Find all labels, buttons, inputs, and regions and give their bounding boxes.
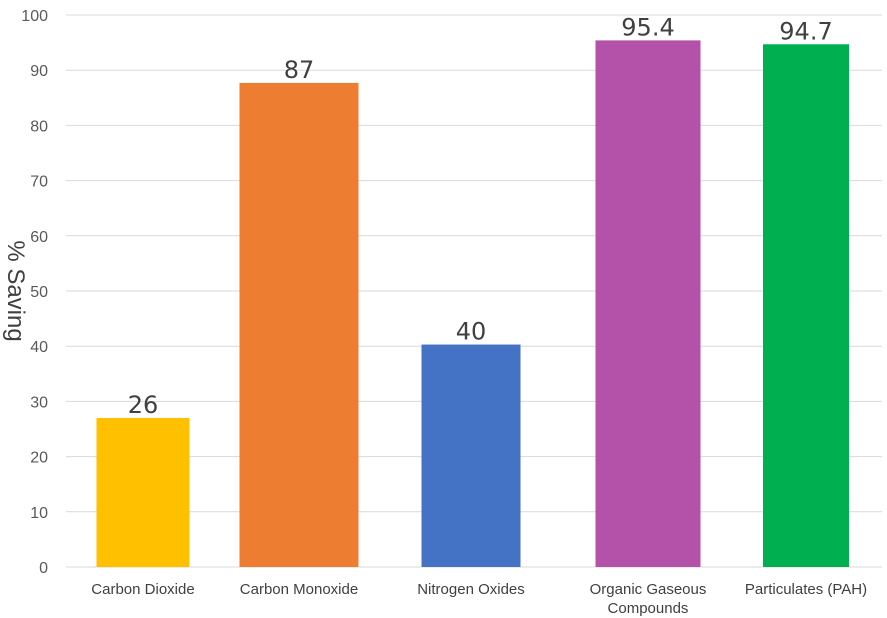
data-label: 26 [128,391,159,419]
y-tick-label: 30 [30,394,48,411]
y-tick-label: 10 [30,505,48,522]
y-tick-label: 50 [30,284,48,301]
data-label: 95.4 [621,13,674,41]
bar [421,344,521,567]
y-tick-label: 0 [39,560,48,577]
y-axis-title: % Saving [2,240,29,341]
data-label: 40 [456,318,487,346]
bar [96,417,190,567]
y-tick-label: 20 [30,450,48,467]
bar [595,40,701,568]
y-tick-label: 90 [30,63,48,80]
data-label: 94.7 [779,17,832,45]
x-tick-label: Carbon Monoxide [240,581,358,598]
y-tick-label: 40 [30,339,48,356]
y-tick-label: 100 [21,8,48,25]
x-tick-label: Organic Gaseous Compounds [590,581,707,617]
data-labels: 26 87 40 95.4 94.7 [128,13,833,419]
x-tick-label: Nitrogen Oxides [417,581,525,598]
bar [239,82,359,568]
data-label: 87 [284,56,315,84]
x-axis-categories: Carbon Dioxide Carbon Monoxide Nitrogen Ox… [91,581,867,617]
x-tick-label: Carbon Dioxide [91,581,194,598]
y-tick-label: 60 [30,229,48,246]
y-tick-label: 70 [30,174,48,191]
bars [96,40,849,568]
y-tick-label: 80 [30,118,48,135]
y-axis-ticks: 0 10 20 30 40 50 60 70 80 90 100 [21,8,48,577]
x-tick-label: Particulates (PAH) [745,581,867,598]
bar [763,44,849,568]
